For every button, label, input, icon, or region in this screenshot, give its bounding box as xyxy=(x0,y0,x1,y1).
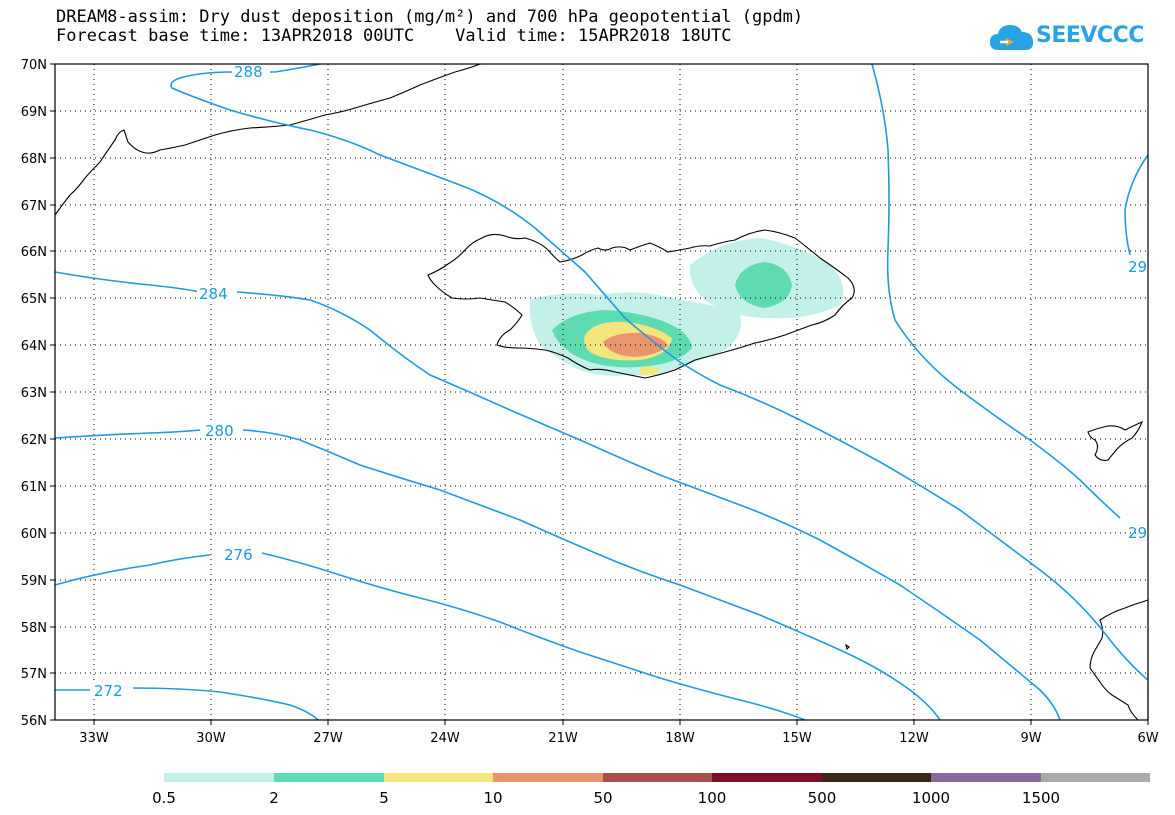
lon-label: 21W xyxy=(548,731,578,746)
seevccc-logo: SEEVCCC xyxy=(988,20,1148,60)
lon-label: 6W xyxy=(1137,731,1158,746)
legend-swatch xyxy=(931,773,1041,782)
lat-label: 62N xyxy=(21,433,47,448)
contour-29-east-mid xyxy=(871,63,1121,519)
legend-label: 1500 xyxy=(1022,789,1060,807)
longitude-labels: 33W 30W 27W 24W 21W 18W 15W 12W 9W 6W xyxy=(79,731,1158,746)
contour-288 xyxy=(170,63,1149,681)
legend-label: 50 xyxy=(593,789,612,807)
lat-label: 68N xyxy=(21,152,47,167)
contour-label-29-lower: 29 xyxy=(1128,524,1147,542)
scotland-coast xyxy=(1089,599,1149,721)
iceland-coast xyxy=(427,229,855,379)
lat-label: 65N xyxy=(21,292,47,307)
legend-label: 10 xyxy=(483,789,502,807)
cloud-arrow-icon xyxy=(990,25,1034,50)
legend-labels: 0.5 2 5 10 50 100 500 1000 1500 xyxy=(152,789,1060,807)
dust-deposition-layer xyxy=(529,238,844,376)
lat-label: 64N xyxy=(21,339,47,354)
legend-swatch xyxy=(384,773,493,782)
legend-swatch xyxy=(712,773,822,782)
small-islet xyxy=(845,643,850,651)
legend-colorbar xyxy=(164,773,1150,782)
lat-label: 58N xyxy=(21,621,47,636)
lat-label: 60N xyxy=(21,527,47,542)
legend-swatch xyxy=(822,773,931,782)
legend-swatch xyxy=(603,773,712,782)
plot-area xyxy=(55,64,1148,720)
dust-shade-2-east xyxy=(735,262,792,308)
lon-label: 24W xyxy=(430,731,460,746)
lon-label: 12W xyxy=(899,731,929,746)
lat-label: 63N xyxy=(21,386,47,401)
legend-swatch xyxy=(274,773,384,782)
lon-label: 33W xyxy=(79,731,109,746)
lat-label: 57N xyxy=(21,667,47,682)
lon-label: 9W xyxy=(1020,731,1041,746)
legend-label: 5 xyxy=(379,789,389,807)
contour-284 xyxy=(54,271,1061,721)
contour-280 xyxy=(54,429,941,721)
lat-label: 69N xyxy=(21,105,47,120)
latitude-labels: 56N 57N 58N 59N 60N 61N 62N 63N 64N 65N … xyxy=(21,58,47,729)
legend-label: 100 xyxy=(698,789,727,807)
legend-swatch xyxy=(1041,773,1150,782)
lon-label: 18W xyxy=(665,731,695,746)
faroe-islands-coast xyxy=(1087,420,1144,461)
contour-label-288: 288 xyxy=(234,63,263,81)
legend-swatch xyxy=(493,773,603,782)
legend-swatch xyxy=(164,773,274,782)
greenland-coast xyxy=(54,63,481,216)
contour-272 xyxy=(55,687,319,721)
contour-label-29-upper: 29 xyxy=(1128,258,1147,276)
lat-label: 70N xyxy=(21,58,47,73)
lon-label: 30W xyxy=(196,731,226,746)
contour-label-284: 284 xyxy=(199,285,228,303)
lat-label: 67N xyxy=(21,199,47,214)
lat-label: 66N xyxy=(21,245,47,260)
contour-29-east-top xyxy=(1124,154,1149,256)
coastlines xyxy=(54,63,1149,721)
contour-label-280: 280 xyxy=(205,422,234,440)
legend-label: 2 xyxy=(269,789,279,807)
contour-labels: 288 284 280 276 272 29 29 xyxy=(92,63,1147,700)
tick-marks xyxy=(50,63,1149,725)
legend-label: 500 xyxy=(808,789,837,807)
legend-label: 0.5 xyxy=(152,789,176,807)
lat-label: 56N xyxy=(21,714,47,729)
lon-label: 27W xyxy=(313,731,343,746)
lat-label: 59N xyxy=(21,574,47,589)
dust-shade-5-south xyxy=(640,366,660,376)
graticule xyxy=(55,64,1148,720)
geopotential-contours xyxy=(54,63,1149,721)
lat-label: 61N xyxy=(21,480,47,495)
lon-label: 15W xyxy=(782,731,812,746)
logo-text: SEEVCCC xyxy=(1036,23,1144,48)
contour-label-272: 272 xyxy=(94,682,123,700)
contour-label-276: 276 xyxy=(224,546,253,564)
contour-276 xyxy=(54,552,806,721)
title-line-2: Forecast base time: 13APR2018 00UTC Vali… xyxy=(56,26,732,46)
title-line-1: DREAM8-assim: Dry dust deposition (mg/m²… xyxy=(56,7,804,27)
legend-label: 1000 xyxy=(912,789,950,807)
map-title: DREAM8-assim: Dry dust deposition (mg/m²… xyxy=(56,8,803,46)
